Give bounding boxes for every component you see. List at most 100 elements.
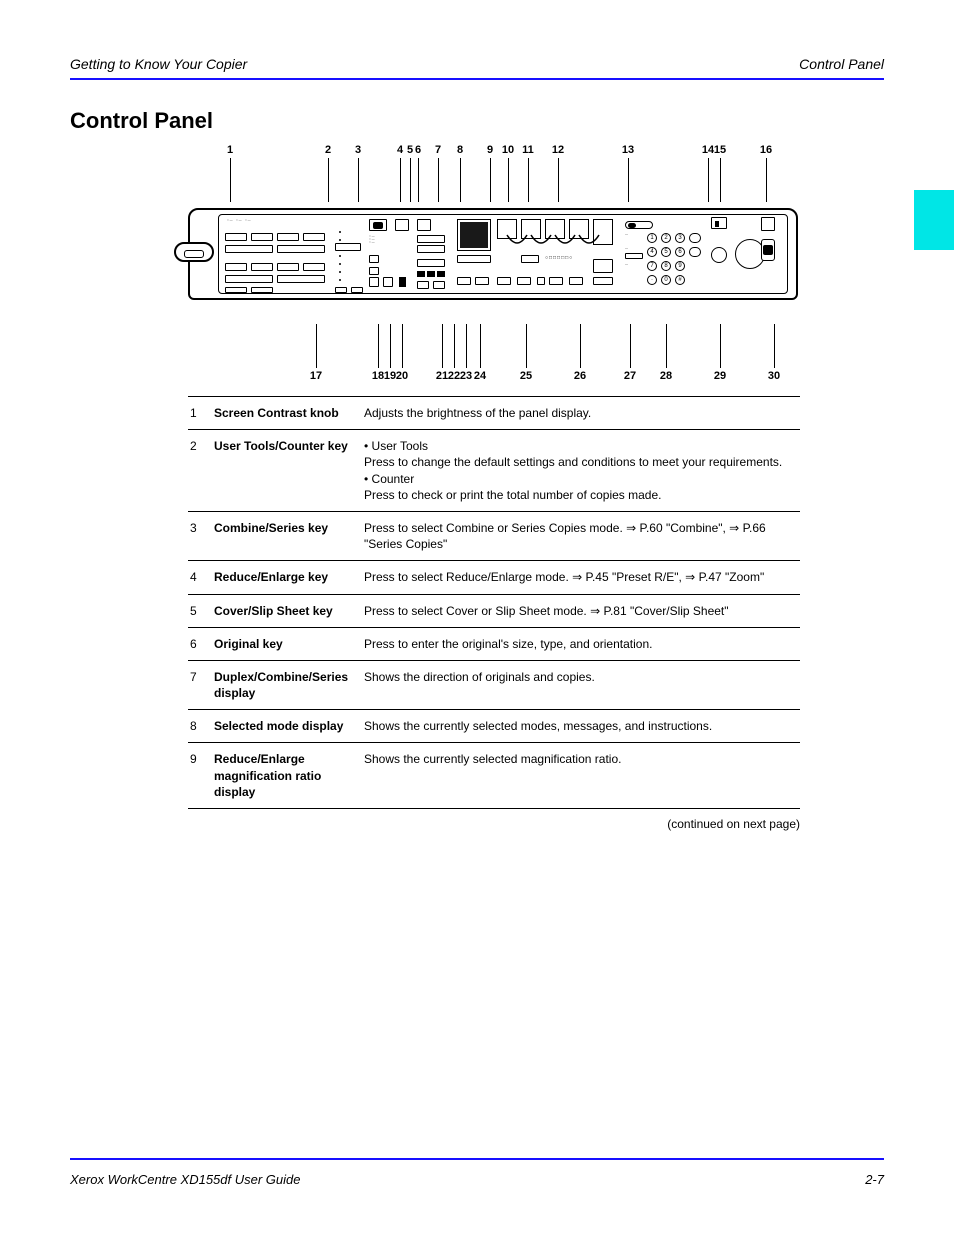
callout-number: 29 xyxy=(711,370,729,382)
header-rule xyxy=(70,78,884,80)
section-title: Control Panel xyxy=(70,108,884,134)
callout-leader xyxy=(358,158,359,202)
table-row: 8Selected mode displayShows the currentl… xyxy=(188,710,800,743)
callout-leader xyxy=(526,324,527,368)
callout-leader xyxy=(630,324,631,368)
footer-rule xyxy=(70,1158,884,1160)
row-name: Duplex/Combine/Series display xyxy=(212,660,362,709)
callouts-bottom: 1718192021222324252627282930 xyxy=(188,324,798,384)
callout-leader xyxy=(390,324,391,368)
row-name: Screen Contrast knob xyxy=(212,397,362,430)
row-name: Reduce/Enlarge key xyxy=(212,561,362,594)
callout-leader xyxy=(774,324,775,368)
callout-leader xyxy=(720,158,721,202)
row-number: 7 xyxy=(188,660,212,709)
callout-number: 1 xyxy=(221,144,239,156)
callout-number: 24 xyxy=(471,370,489,382)
row-name: Original key xyxy=(212,627,362,660)
callout-leader xyxy=(528,158,529,202)
callout-leader xyxy=(558,158,559,202)
callout-number: 9 xyxy=(481,144,499,156)
callout-leader xyxy=(480,324,481,368)
row-number: 6 xyxy=(188,627,212,660)
callout-leader xyxy=(400,158,401,202)
row-name: Combine/Series key xyxy=(212,511,362,560)
continued-note: (continued on next page) xyxy=(188,809,800,831)
footer-right: 2-7 xyxy=(865,1172,884,1187)
callout-leader xyxy=(460,158,461,202)
header-right: Control Panel xyxy=(799,56,884,72)
callout-leader xyxy=(508,158,509,202)
row-number: 8 xyxy=(188,710,212,743)
callout-number: 8 xyxy=(451,144,469,156)
footer-left: Xerox WorkCentre XD155df User Guide xyxy=(70,1172,300,1187)
callout-leader xyxy=(442,324,443,368)
table-row: 2User Tools/Counter key• User Tools Pres… xyxy=(188,430,800,512)
callout-leader xyxy=(490,158,491,202)
panel-illustration: ○ — ○ — ○ — xyxy=(188,200,798,308)
callouts-top: 12345678910111213141516 xyxy=(188,144,798,204)
control-panel-diagram: 12345678910111213141516 ○ — ○ — ○ — xyxy=(188,144,884,384)
callout-leader xyxy=(466,324,467,368)
callout-number: 6 xyxy=(409,144,427,156)
callout-number: 16 xyxy=(757,144,775,156)
callout-number: 26 xyxy=(571,370,589,382)
table-row: 5Cover/Slip Sheet keyPress to select Cov… xyxy=(188,594,800,627)
callout-number: 3 xyxy=(349,144,367,156)
callout-leader xyxy=(230,158,231,202)
callout-number: 28 xyxy=(657,370,675,382)
row-desc: Shows the currently selected magnificati… xyxy=(362,743,800,809)
callout-leader xyxy=(628,158,629,202)
callout-number: 12 xyxy=(549,144,567,156)
callout-number: 30 xyxy=(765,370,783,382)
row-number: 1 xyxy=(188,397,212,430)
row-number: 9 xyxy=(188,743,212,809)
callout-number: 11 xyxy=(519,144,537,156)
row-desc: Press to select Cover or Slip Sheet mode… xyxy=(362,594,800,627)
row-desc: Adjusts the brightness of the panel disp… xyxy=(362,397,800,430)
callout-leader xyxy=(418,158,419,202)
callout-leader xyxy=(454,324,455,368)
callout-leader xyxy=(720,324,721,368)
row-desc: Press to select Combine or Series Copies… xyxy=(362,511,800,560)
table-row: 7Duplex/Combine/Series displayShows the … xyxy=(188,660,800,709)
table-row: 9Reduce/Enlarge magnification ratio disp… xyxy=(188,743,800,809)
page-header: Getting to Know Your Copier Control Pane… xyxy=(70,56,884,72)
callout-number: 27 xyxy=(621,370,639,382)
table-row: 6Original keyPress to enter the original… xyxy=(188,627,800,660)
callout-leader xyxy=(316,324,317,368)
callout-leader xyxy=(378,324,379,368)
row-name: Selected mode display xyxy=(212,710,362,743)
row-name: User Tools/Counter key xyxy=(212,430,362,512)
callout-leader xyxy=(402,324,403,368)
table-row: 3Combine/Series keyPress to select Combi… xyxy=(188,511,800,560)
callout-leader xyxy=(580,324,581,368)
callout-number: 10 xyxy=(499,144,517,156)
callout-leader xyxy=(666,324,667,368)
page: Getting to Know Your Copier Control Pane… xyxy=(0,0,954,1235)
row-desc: Shows the currently selected modes, mess… xyxy=(362,710,800,743)
callout-number: 25 xyxy=(517,370,535,382)
row-desc: Shows the direction of originals and cop… xyxy=(362,660,800,709)
callout-leader xyxy=(328,158,329,202)
page-footer: Xerox WorkCentre XD155df User Guide 2-7 xyxy=(70,1152,884,1187)
row-desc: Press to select Reduce/Enlarge mode. ⇒ P… xyxy=(362,561,800,594)
callout-number: 17 xyxy=(307,370,325,382)
row-desc: • User Tools Press to change the default… xyxy=(362,430,800,512)
callout-number: 13 xyxy=(619,144,637,156)
header-left: Getting to Know Your Copier xyxy=(70,56,247,72)
row-number: 2 xyxy=(188,430,212,512)
table-row: 4Reduce/Enlarge keyPress to select Reduc… xyxy=(188,561,800,594)
row-desc: Press to enter the original's size, type… xyxy=(362,627,800,660)
row-name: Reduce/Enlarge magnification ratio displ… xyxy=(212,743,362,809)
callout-table: 1Screen Contrast knobAdjusts the brightn… xyxy=(188,396,800,809)
callout-number: 7 xyxy=(429,144,447,156)
table-row: 1Screen Contrast knobAdjusts the brightn… xyxy=(188,397,800,430)
row-number: 4 xyxy=(188,561,212,594)
callout-number: 15 xyxy=(711,144,729,156)
callout-leader xyxy=(708,158,709,202)
row-number: 5 xyxy=(188,594,212,627)
row-number: 3 xyxy=(188,511,212,560)
row-name: Cover/Slip Sheet key xyxy=(212,594,362,627)
callout-leader xyxy=(766,158,767,202)
